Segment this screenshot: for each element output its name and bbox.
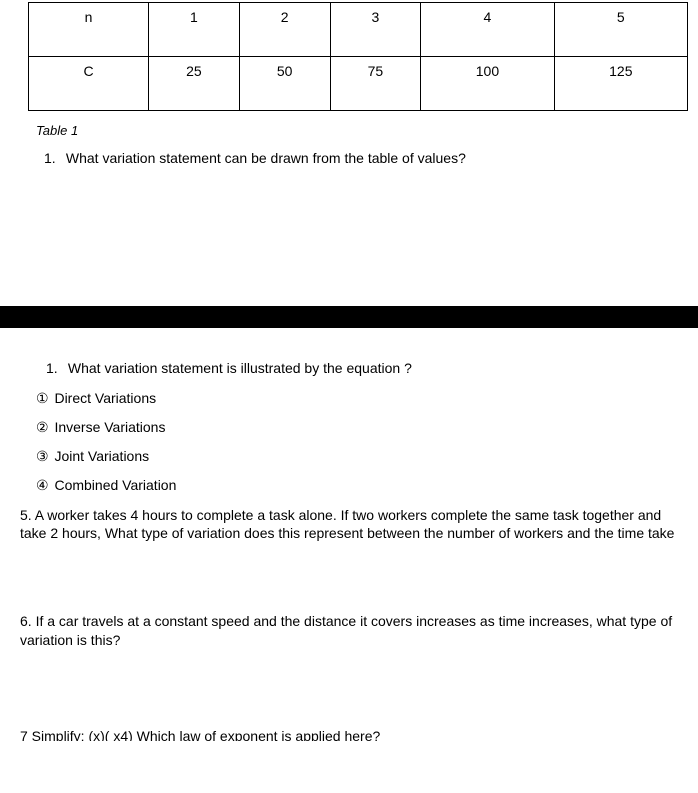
table-row: n 1 2 3 4 5 [29,3,688,57]
header-label-cell: n [29,3,149,57]
header-cell: 5 [554,3,687,57]
question-5: 5. A worker takes 4 hours to complete a … [20,506,680,542]
question-text: What variation statement can be drawn fr… [66,150,466,166]
table-row: C 25 50 75 100 125 [29,57,688,111]
data-cell: 25 [149,57,240,111]
data-cell: 75 [330,57,421,111]
section-divider [0,306,698,328]
question-7-partial: 7 Simplify: (x)( x4) Which law of expone… [20,727,680,741]
choice-text: Combined Variation [54,477,176,493]
choice-number: ② [36,419,49,436]
choice-text: Joint Variations [54,448,149,464]
table-caption: Table 1 [36,123,680,138]
header-cell: 1 [149,3,240,57]
header-cell: 3 [330,3,421,57]
header-cell: 2 [239,3,330,57]
choice-text: Direct Variations [54,390,156,406]
choice-2: ② Inverse Variations [36,419,680,436]
choice-4: ④ Combined Variation [36,477,680,494]
question-number: 1. [44,150,62,166]
question-s2-1: 1. What variation statement is illustrat… [46,360,680,376]
question-number: 1. [46,360,64,376]
question-text: What variation statement is illustrated … [68,360,412,376]
row-label-cell: C [29,57,149,111]
choice-3: ③ Joint Variations [36,448,680,465]
bottom-section: 1. What variation statement is illustrat… [0,328,698,741]
header-cell: 4 [421,3,554,57]
choice-number: ③ [36,448,49,465]
values-table: n 1 2 3 4 5 C 25 50 75 100 125 [28,2,688,111]
choice-1: ① Direct Variations [36,390,680,407]
top-section: n 1 2 3 4 5 C 25 50 75 100 125 Table 1 1… [0,2,698,306]
data-cell: 100 [421,57,554,111]
choice-text: Inverse Variations [54,419,165,435]
choice-number: ① [36,390,49,407]
answer-space [18,166,680,306]
data-cell: 50 [239,57,330,111]
question-1: 1. What variation statement can be drawn… [44,150,680,166]
question-6: 6. If a car travels at a constant speed … [20,612,680,648]
data-cell: 125 [554,57,687,111]
choice-number: ④ [36,477,49,494]
